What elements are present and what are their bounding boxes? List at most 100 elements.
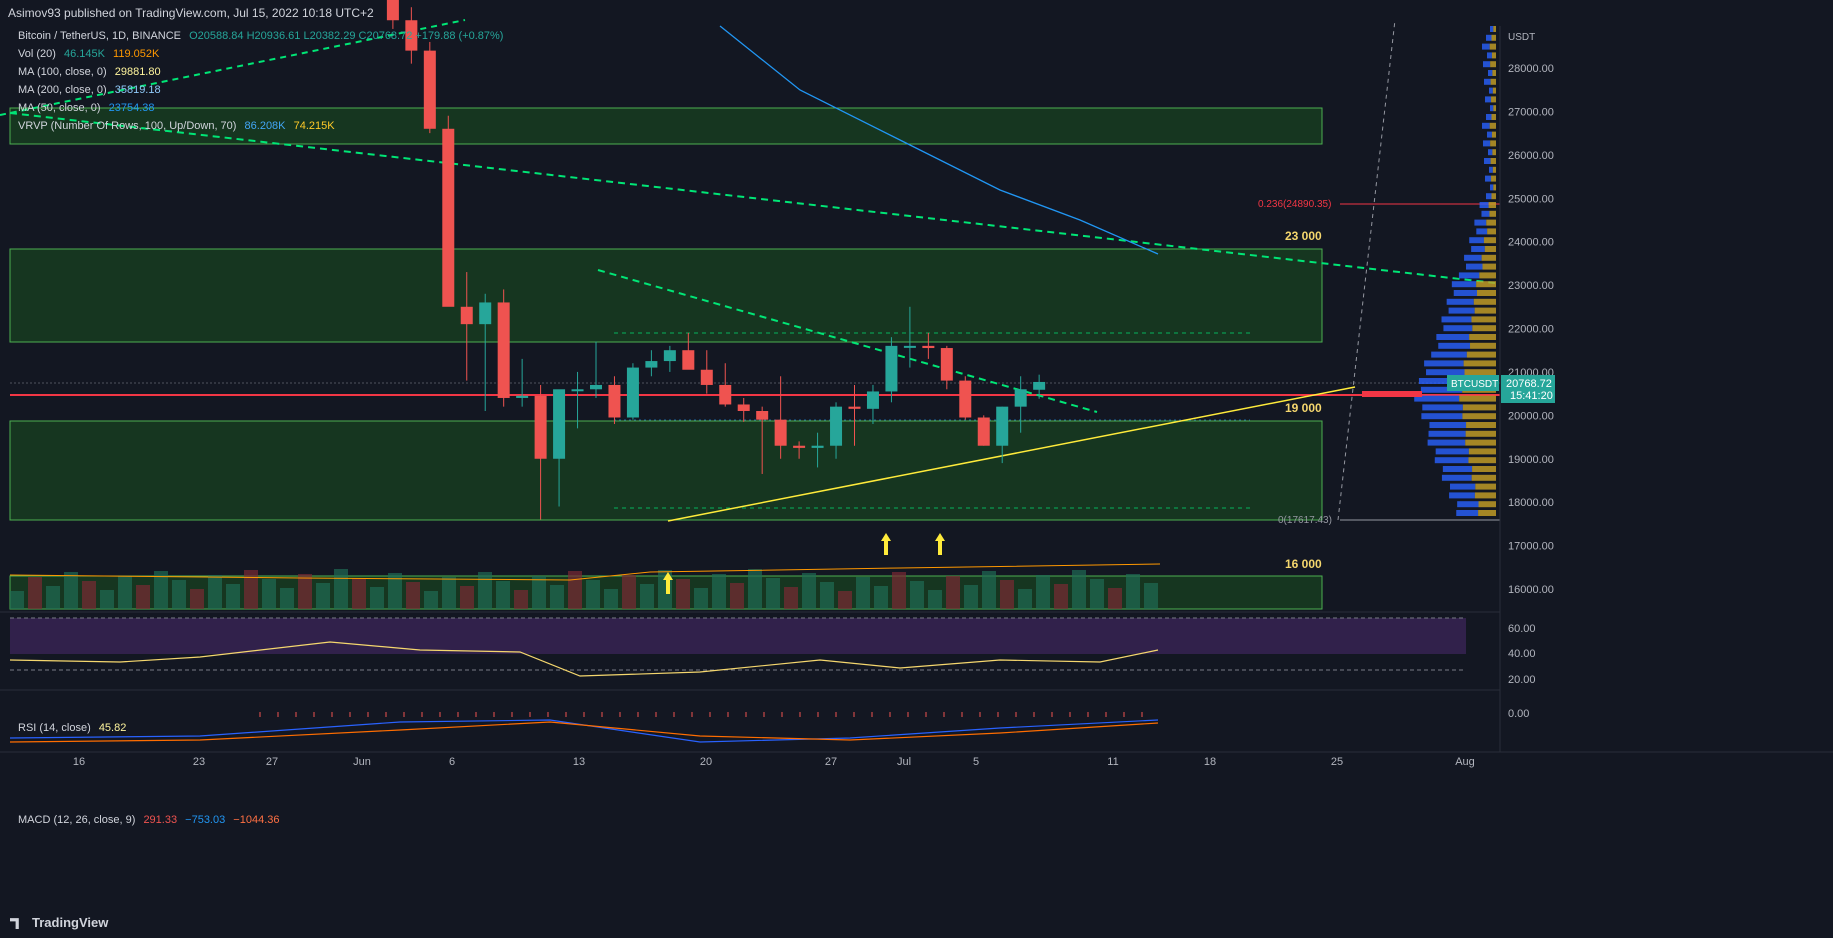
volume-profile-down bbox=[1489, 210, 1496, 217]
price-axis-tick: 27000.00 bbox=[1508, 106, 1554, 118]
ma100-label: MA (100, close, 0) bbox=[18, 66, 107, 78]
volume-bar bbox=[676, 579, 690, 609]
candle-body bbox=[793, 445, 806, 448]
rsi-line bbox=[9, 641, 1159, 677]
up-arrow-icon bbox=[881, 533, 891, 555]
candle-body bbox=[774, 419, 787, 446]
candle-body bbox=[663, 350, 676, 362]
time-axis-tick: 25 bbox=[1331, 756, 1343, 768]
volume-bar bbox=[352, 578, 366, 609]
volume-bar bbox=[964, 585, 978, 609]
volume-bar bbox=[838, 591, 852, 609]
macd-signal-line bbox=[9, 721, 1159, 743]
macd-value-2: −753.03 bbox=[185, 814, 226, 826]
volume-bar bbox=[712, 574, 726, 609]
volume-profile-down bbox=[1462, 413, 1496, 420]
price-axis-tick: 17000.00 bbox=[1508, 541, 1554, 553]
volume-profile-down bbox=[1468, 448, 1496, 455]
volume-profile-up bbox=[1434, 457, 1469, 464]
time-axis-tick: 23 bbox=[193, 756, 205, 768]
volume-profile-up bbox=[1487, 131, 1492, 138]
volume-profile-up bbox=[1429, 422, 1467, 428]
volume-bar bbox=[496, 581, 510, 609]
volume-profile-up bbox=[1489, 87, 1493, 94]
vol-label: Vol (20) bbox=[18, 48, 56, 60]
symbol-legend: Bitcoin / TetherUS, 1D, BINANCE O20588.8… bbox=[18, 30, 508, 42]
volume-profile-up bbox=[1487, 52, 1492, 59]
volume-profile-up bbox=[1469, 237, 1484, 244]
macd-label: MACD (12, 26, close, 9) bbox=[18, 814, 136, 826]
volume-profile-up bbox=[1484, 78, 1491, 85]
macd-axis-tick: 0.00 bbox=[1508, 708, 1529, 720]
ma100-value: 29881.80 bbox=[114, 66, 161, 78]
volume-profile-up bbox=[1464, 254, 1482, 261]
candle-body bbox=[903, 345, 916, 348]
volume-profile-down bbox=[1491, 34, 1496, 41]
volume-profile-down bbox=[1471, 316, 1496, 323]
vol-value-1: 46.145K bbox=[63, 48, 105, 60]
candle-body bbox=[405, 20, 418, 51]
volume-profile-down bbox=[1476, 281, 1496, 288]
volume-profile-down bbox=[1486, 219, 1496, 226]
macd-legend: MACD (12, 26, close, 9) 291.33 −753.03 −… bbox=[18, 814, 284, 826]
volume-bar bbox=[316, 583, 330, 609]
candle-body bbox=[460, 306, 473, 325]
ma200-value: 35819.18 bbox=[114, 84, 161, 96]
volume-profile-down bbox=[1491, 131, 1496, 138]
volume-profile-down bbox=[1470, 342, 1496, 349]
candle-body bbox=[516, 395, 529, 398]
volume-profile-down bbox=[1463, 360, 1496, 367]
candle-body bbox=[756, 410, 769, 420]
volume-profile-down bbox=[1492, 166, 1496, 173]
volume-profile-down bbox=[1471, 474, 1496, 481]
volume-bar bbox=[586, 580, 600, 609]
volume-profile-down bbox=[1473, 298, 1496, 305]
volume-profile-down bbox=[1491, 114, 1496, 120]
volume-bar bbox=[874, 586, 888, 609]
volume-profile-up bbox=[1474, 219, 1487, 226]
tradingview-logo[interactable]: TradingView bbox=[10, 915, 108, 930]
volume-profile-down bbox=[1491, 52, 1496, 59]
candle-body bbox=[1014, 389, 1027, 407]
brand-name: TradingView bbox=[32, 915, 109, 930]
volume-bar bbox=[442, 577, 456, 609]
candle-body bbox=[534, 395, 547, 459]
price-axis-tick: 20000.00 bbox=[1508, 410, 1554, 422]
volume-profile-up bbox=[1422, 404, 1463, 411]
volume-ma-line bbox=[9, 563, 1161, 581]
volume-legend: Vol (20) 46.145K 119.052K bbox=[18, 48, 164, 60]
volume-profile-down bbox=[1490, 61, 1496, 68]
ma50-label: MA (50, close, 0) bbox=[18, 102, 101, 114]
candle-body bbox=[866, 391, 879, 409]
volume-bar bbox=[46, 586, 60, 609]
price-axis-tick: 24000.00 bbox=[1508, 237, 1554, 249]
volume-profile-up bbox=[1486, 193, 1492, 200]
volume-profile-down bbox=[1462, 404, 1496, 411]
volume-profile-down bbox=[1468, 457, 1496, 464]
candle-body bbox=[497, 302, 510, 398]
volume-profile-up bbox=[1421, 413, 1463, 420]
volume-profile-up bbox=[1451, 281, 1477, 288]
volume-profile-down bbox=[1464, 369, 1496, 376]
volume-bar bbox=[1054, 584, 1068, 609]
volume-bar bbox=[856, 577, 870, 609]
volume-bar bbox=[1126, 574, 1140, 609]
volume-profile-up bbox=[1483, 61, 1491, 68]
poc-bar bbox=[1362, 391, 1422, 397]
zone-23000 bbox=[9, 248, 1323, 343]
ma100-legend: MA (100, close, 0) 29881.80 bbox=[18, 66, 166, 78]
price-axis-unit: USDT bbox=[1508, 32, 1535, 43]
volume-bar bbox=[820, 582, 834, 609]
price-chart[interactable]: USDT 28000.00 27000.00 26000.00 25000.00 2400… bbox=[0, 0, 1833, 908]
volume-bar bbox=[100, 590, 114, 609]
volume-bar bbox=[784, 587, 798, 609]
volume-bar bbox=[190, 589, 204, 609]
volume-profile-up bbox=[1458, 272, 1480, 279]
volume-bar bbox=[622, 575, 636, 609]
time-axis-tick: 27 bbox=[825, 756, 837, 768]
volume-profile-down bbox=[1490, 158, 1496, 164]
volume-profile-up bbox=[1488, 149, 1493, 156]
volume-profile-down bbox=[1489, 122, 1496, 129]
volume-profile-down bbox=[1493, 26, 1496, 32]
price-axis-tick: 26000.00 bbox=[1508, 150, 1554, 162]
